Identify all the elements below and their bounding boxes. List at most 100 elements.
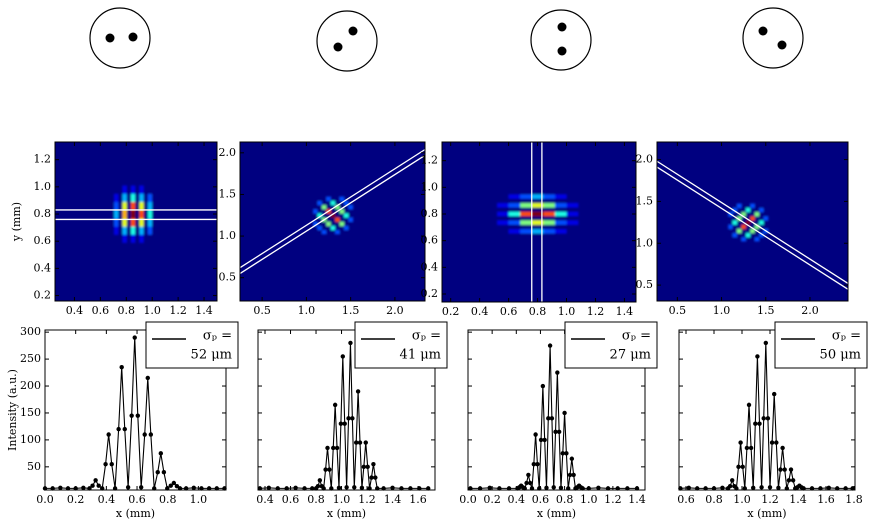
heatmap-cells	[109, 185, 157, 243]
heatmap-cell	[543, 220, 556, 225]
data-point	[734, 486, 739, 491]
y-tick-label: 0.2	[34, 289, 52, 302]
heatmap-cell	[543, 202, 556, 208]
heatmap-cell	[339, 217, 345, 222]
data-point	[90, 483, 95, 488]
plot-frame	[54, 141, 218, 302]
data-point	[371, 461, 376, 467]
heatmap-cell	[497, 215, 509, 221]
heatmap-cell	[566, 224, 579, 230]
heatmap-cell	[330, 213, 336, 218]
data-point	[257, 486, 263, 491]
heatmap	[657, 142, 848, 301]
data-point	[580, 486, 585, 491]
heatmap-cell	[348, 225, 354, 231]
data-point	[527, 480, 533, 486]
heatmap-cell	[520, 233, 533, 238]
pinhole	[105, 33, 115, 43]
data-point	[765, 416, 771, 421]
heatmap-cell	[732, 216, 738, 221]
heatmap-cell	[114, 193, 119, 203]
heatmap-cell	[759, 224, 764, 229]
x-tick-label: 1.0	[713, 304, 731, 317]
heatmap-cell	[737, 224, 742, 229]
heatmap-cell	[759, 228, 764, 234]
heatmap-cell	[531, 202, 544, 208]
data-point	[535, 461, 540, 467]
heatmap-cell	[126, 218, 132, 227]
heatmap-cell	[754, 211, 760, 217]
heatmap-cell	[745, 203, 751, 208]
heatmap-cell	[745, 220, 751, 225]
heatmap-cell	[763, 236, 769, 242]
data-point	[571, 472, 576, 478]
data-point	[746, 402, 752, 408]
heatmap-cell	[143, 234, 149, 243]
heatmap-cell	[114, 234, 119, 243]
data-point	[321, 486, 326, 491]
heatmap-cell	[497, 194, 509, 199]
heatmap-cell	[130, 218, 136, 227]
plot-frame	[678, 329, 856, 491]
heatmap-cell	[554, 189, 567, 195]
heatmap-cell	[135, 193, 140, 203]
heatmap-cell	[759, 207, 764, 213]
heatmap-cell	[321, 209, 327, 214]
heatmap-cell	[763, 232, 769, 238]
heatmap-cell	[759, 220, 764, 225]
heatmap-cell	[344, 196, 349, 201]
x-tick-label: 0.6	[677, 493, 695, 506]
cut-line	[240, 154, 425, 275]
heatmap-cell	[745, 207, 751, 213]
heatmap-cell	[497, 202, 509, 208]
data-point	[171, 480, 177, 486]
heatmap-cell	[344, 217, 349, 222]
heatmap-cell	[147, 226, 153, 235]
data-point	[553, 429, 558, 435]
heatmap-cell	[313, 204, 318, 210]
x-tick-label: 1.4	[195, 304, 213, 317]
heatmap-cell	[139, 201, 144, 211]
data-point	[138, 485, 144, 490]
heatmap-cell	[135, 218, 140, 227]
heatmap-cell	[326, 221, 332, 226]
data-point	[843, 486, 848, 491]
heatmap-cell	[317, 229, 323, 235]
data-point	[774, 440, 779, 445]
data-point	[214, 486, 219, 491]
heatmap-cell	[554, 211, 567, 217]
heatmap-cell	[732, 211, 738, 217]
heatmap-cell	[737, 203, 742, 208]
data-point	[344, 485, 349, 490]
heatmap-cell	[508, 211, 521, 217]
data-point	[93, 478, 98, 483]
data-point	[753, 421, 758, 426]
heatmap-cell	[344, 213, 349, 218]
heatmap-cell	[139, 226, 144, 235]
data-point	[426, 486, 431, 491]
heatmap-cells	[497, 189, 579, 238]
heatmap-cell	[348, 221, 354, 226]
legend-text: σₚ =	[832, 329, 861, 344]
data-point	[81, 485, 86, 491]
heatmap-cell	[554, 233, 567, 238]
data-point	[293, 485, 298, 491]
heatmap-cell	[152, 193, 157, 203]
heatmap-cell	[531, 228, 544, 234]
heatmap-cell	[109, 209, 115, 219]
data-point	[558, 485, 564, 491]
heatmap-cell	[339, 221, 345, 226]
legend-text: σₚ =	[622, 329, 651, 344]
data-point	[625, 486, 630, 491]
data-point	[562, 410, 567, 416]
data-point	[826, 485, 832, 491]
heatmap-cell	[321, 221, 327, 226]
data-point	[342, 421, 347, 426]
heatmap-cell	[147, 234, 153, 243]
data-point	[769, 440, 775, 445]
data-point	[50, 486, 55, 491]
data-point	[605, 486, 611, 491]
heatmap-cell	[754, 236, 760, 242]
data-point	[748, 445, 754, 451]
